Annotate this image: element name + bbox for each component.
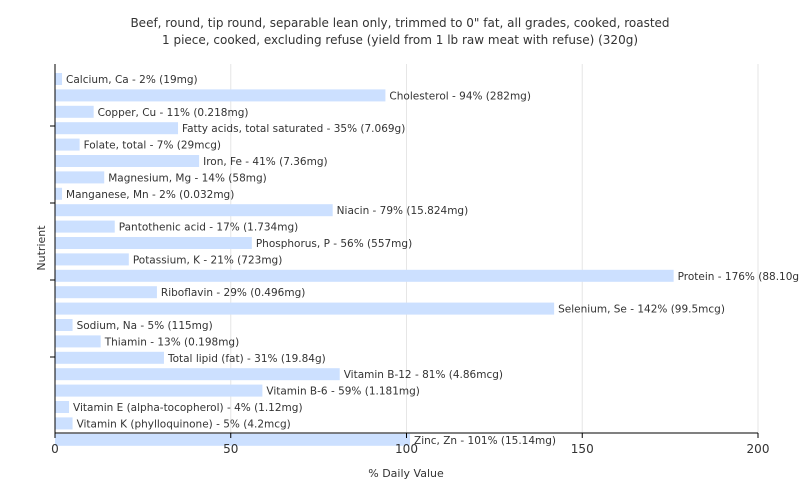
bar	[55, 384, 263, 397]
bar-label: Vitamin E (alpha-tocopherol) - 4% (1.12m…	[73, 402, 303, 414]
bar-label: Manganese, Mn - 2% (0.032mg)	[66, 189, 234, 201]
bar	[55, 73, 63, 85]
bar	[55, 253, 129, 266]
bar	[55, 351, 164, 364]
x-tick-label: 200	[747, 442, 770, 456]
bar-label: Phosphorus, P - 56% (557mg)	[256, 238, 412, 250]
x-tick-label: 50	[223, 442, 238, 456]
axis-layer: 0 50 100 150 200	[50, 64, 769, 456]
bar-label: Vitamin B-12 - 81% (4.86mcg)	[344, 369, 503, 381]
bar-label: Riboflavin - 29% (0.496mg)	[161, 287, 305, 299]
bar	[55, 89, 386, 102]
bar-label: Cholesterol - 94% (282mg)	[389, 90, 531, 102]
bar	[55, 401, 70, 413]
bar-label: Calcium, Ca - 2% (19mg)	[66, 74, 198, 86]
bar-label: Potassium, K - 21% (723mg)	[133, 254, 283, 266]
bar-label: Zinc, Zn - 101% (15.14mg)	[414, 435, 556, 447]
bar	[55, 138, 80, 151]
x-tick-label: 100	[395, 442, 418, 456]
bar	[55, 220, 115, 233]
x-tick-label: 150	[571, 442, 594, 456]
bar-label: Iron, Fe - 41% (7.36mg)	[203, 156, 327, 168]
bar	[55, 368, 340, 381]
bar-label: Folate, total - 7% (29mcg)	[84, 140, 221, 152]
bar	[55, 302, 555, 315]
label-layer: Calcium, Ca - 2% (19mg) Cholesterol - 94%…	[66, 74, 800, 447]
bar	[55, 122, 179, 135]
bar-label: Vitamin B-6 - 59% (1.181mg)	[266, 386, 420, 398]
bar-label: Magnesium, Mg - 14% (58mg)	[108, 172, 267, 184]
bar-label: Selenium, Se - 142% (99.5mcg)	[558, 304, 725, 316]
bar-label: Copper, Cu - 11% (0.218mg)	[98, 107, 249, 119]
bar	[55, 171, 105, 184]
bar-label: Protein - 176% (88.10g)	[678, 271, 800, 283]
bar-label: Vitamin K (phylloquinone) - 5% (4.2mcg)	[77, 418, 291, 430]
bar	[55, 204, 333, 217]
bar-label: Total lipid (fat) - 31% (19.84g)	[167, 353, 326, 365]
bar	[55, 155, 200, 167]
bar	[55, 335, 101, 348]
bar	[55, 319, 73, 331]
bar-layer	[55, 73, 674, 446]
chart-subtitle: 1 piece, cooked, excluding refuse (yield…	[162, 33, 638, 47]
bar-label: Pantothenic acid - 17% (1.734mg)	[119, 222, 298, 234]
bar	[55, 187, 63, 200]
y-axis-label: Nutrient	[35, 225, 48, 271]
bar	[55, 286, 157, 299]
bar-label: Niacin - 79% (15.824mg)	[337, 205, 469, 217]
bar	[55, 105, 94, 118]
bar	[55, 417, 73, 430]
bar-label: Fatty acids, total saturated - 35% (7.06…	[182, 123, 405, 135]
bar	[55, 269, 674, 282]
x-tick-label: 0	[51, 442, 59, 456]
bar	[55, 237, 252, 249]
chart-title: Beef, round, tip round, separable lean o…	[130, 16, 669, 30]
bar	[55, 433, 411, 446]
bar-label: Thiamin - 13% (0.198mg)	[104, 336, 240, 348]
x-axis-label: % Daily Value	[368, 467, 444, 480]
bar-label: Sodium, Na - 5% (115mg)	[77, 320, 213, 332]
